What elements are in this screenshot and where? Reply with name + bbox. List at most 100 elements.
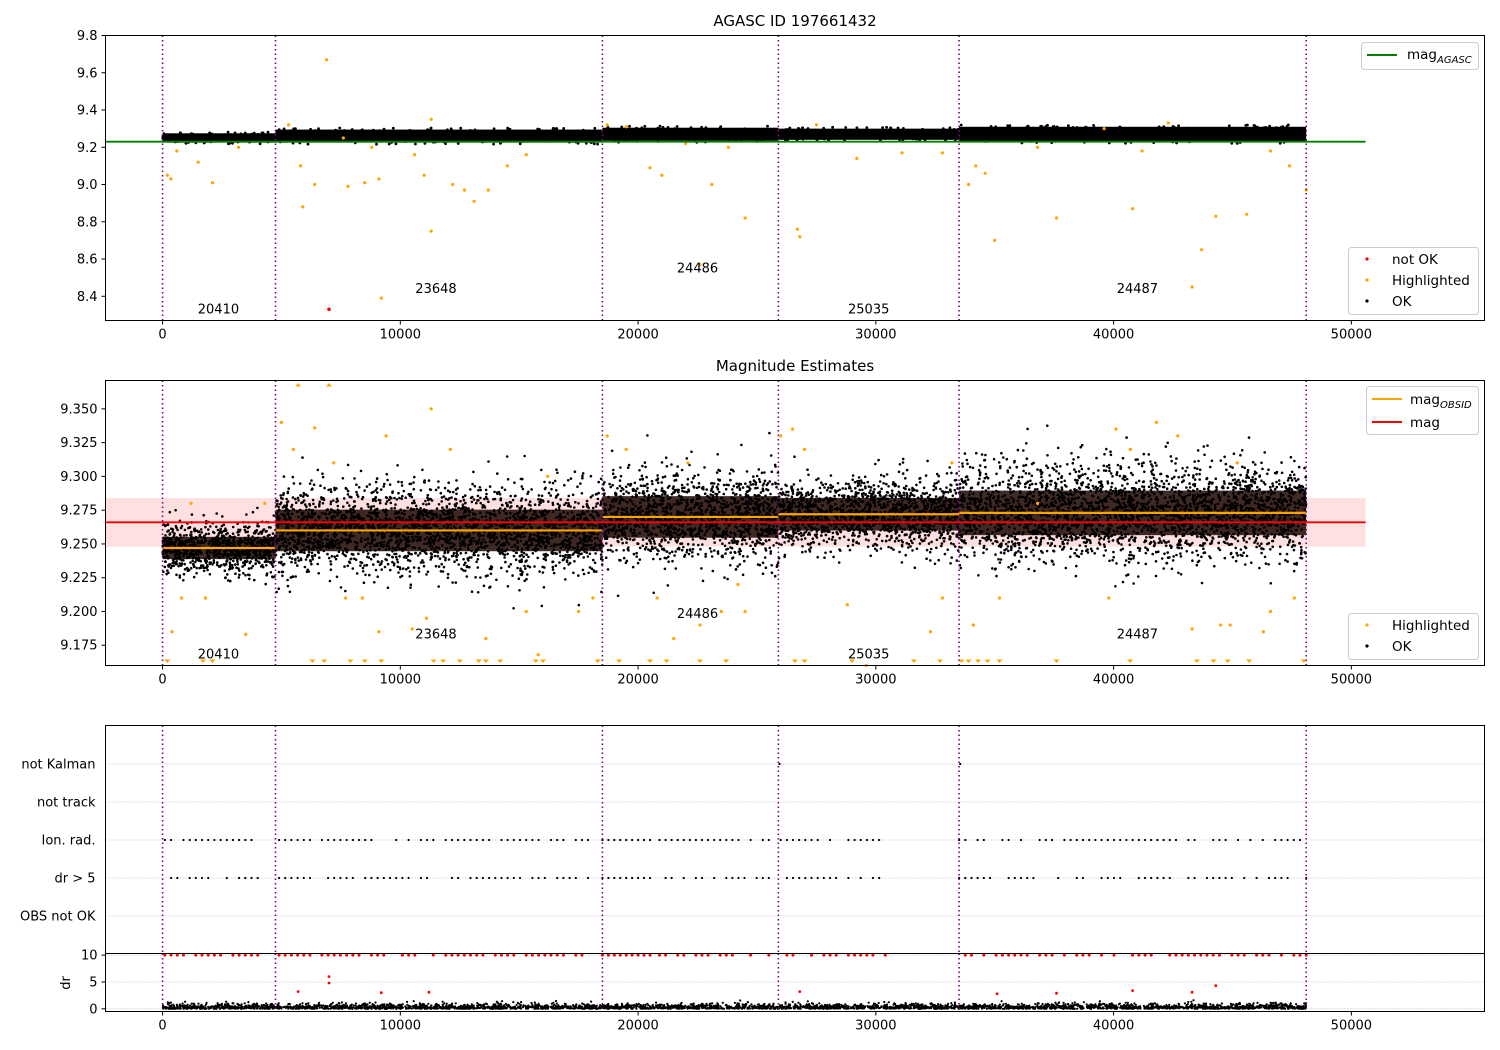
ok-point [643,494,646,498]
ok-point [482,584,486,588]
ok-point [633,130,637,134]
ok-point [250,538,253,541]
ok-point [911,137,915,141]
ok-point [248,573,251,577]
ok-point [1075,134,1079,138]
ok-point [210,537,214,541]
ok-point [594,510,598,514]
ok-point [492,509,496,512]
ok-point [653,134,657,138]
ok-point [551,560,554,564]
ok-point [663,567,667,571]
ok-point [1255,125,1259,129]
ok-point [180,524,184,528]
ok-point [398,567,402,571]
ok-point [180,559,183,562]
ok-point [500,537,504,540]
ok-point [831,125,834,129]
ok-point [571,553,574,556]
ok-point [668,137,672,141]
ok-point [491,533,495,537]
ok-point [478,538,481,541]
ok-point [682,129,686,133]
ok-point [215,512,218,515]
ok-point [287,531,290,535]
ok-point [479,496,482,500]
ok-point [436,554,440,558]
ok-point [1047,131,1050,135]
ok-point [835,134,839,138]
ok-point [175,573,178,577]
highlighted-point [422,173,426,177]
ok-point [466,507,469,511]
ok-point [317,516,321,520]
ok-point [518,508,522,512]
ok-point [402,489,406,493]
ok-point [507,565,511,568]
ok-point [339,586,343,589]
ok-point [404,496,408,500]
ok-point [511,515,515,518]
ok-point [711,569,715,573]
ok-point [609,136,613,140]
ok-point [395,534,398,537]
ok-point [1055,125,1059,129]
panel-title: Magnitude Estimates [716,357,874,375]
ok-point [612,505,616,508]
ok-point [519,506,523,510]
ok-point [540,468,543,472]
ok-point [360,540,363,543]
ok-point [391,550,394,553]
ok-point [369,511,372,515]
ok-point [307,512,310,515]
ok-point [220,534,224,537]
ok-point [162,540,166,543]
ok-point [222,538,226,542]
highlighted-point [993,238,997,242]
ok-point [331,508,334,512]
ok-point [182,534,186,537]
ok-point [791,135,795,139]
ok-point [336,546,339,549]
ok-point [254,555,258,559]
ok-point [294,557,297,561]
ok-point [576,513,579,517]
ok-point [217,556,220,559]
ok-point [733,129,737,133]
ok-point [585,551,589,554]
ok-point [316,562,320,566]
ok-point [346,489,350,493]
ok-point [797,137,800,140]
ok-point [620,486,624,490]
ok-point [317,134,320,138]
ok-point [645,536,648,540]
ok-point [1071,126,1075,129]
ok-point [516,541,519,545]
ok-point [636,130,640,134]
ok-point [307,545,311,548]
ok-point [1222,138,1225,141]
ok-point [451,581,454,584]
ok-point [294,501,298,505]
ok-point [421,549,425,552]
ok-point [190,530,193,534]
ok-point [584,141,588,145]
ok-point [566,498,569,502]
ok-point [518,589,521,592]
highlighted-point [900,151,904,155]
ok-point [959,123,963,127]
ok-point [275,499,278,502]
ok-point [446,541,450,545]
ok-point [1006,124,1010,128]
highlighted-point [983,171,987,175]
ok-point [335,533,339,536]
ok-point [1185,129,1189,132]
ok-point [327,556,331,560]
ok-point [496,472,499,475]
ok-point [539,501,542,505]
ok-point [447,558,451,561]
ok-point [250,548,253,552]
ok-point [801,137,805,141]
ok-point [621,533,624,536]
